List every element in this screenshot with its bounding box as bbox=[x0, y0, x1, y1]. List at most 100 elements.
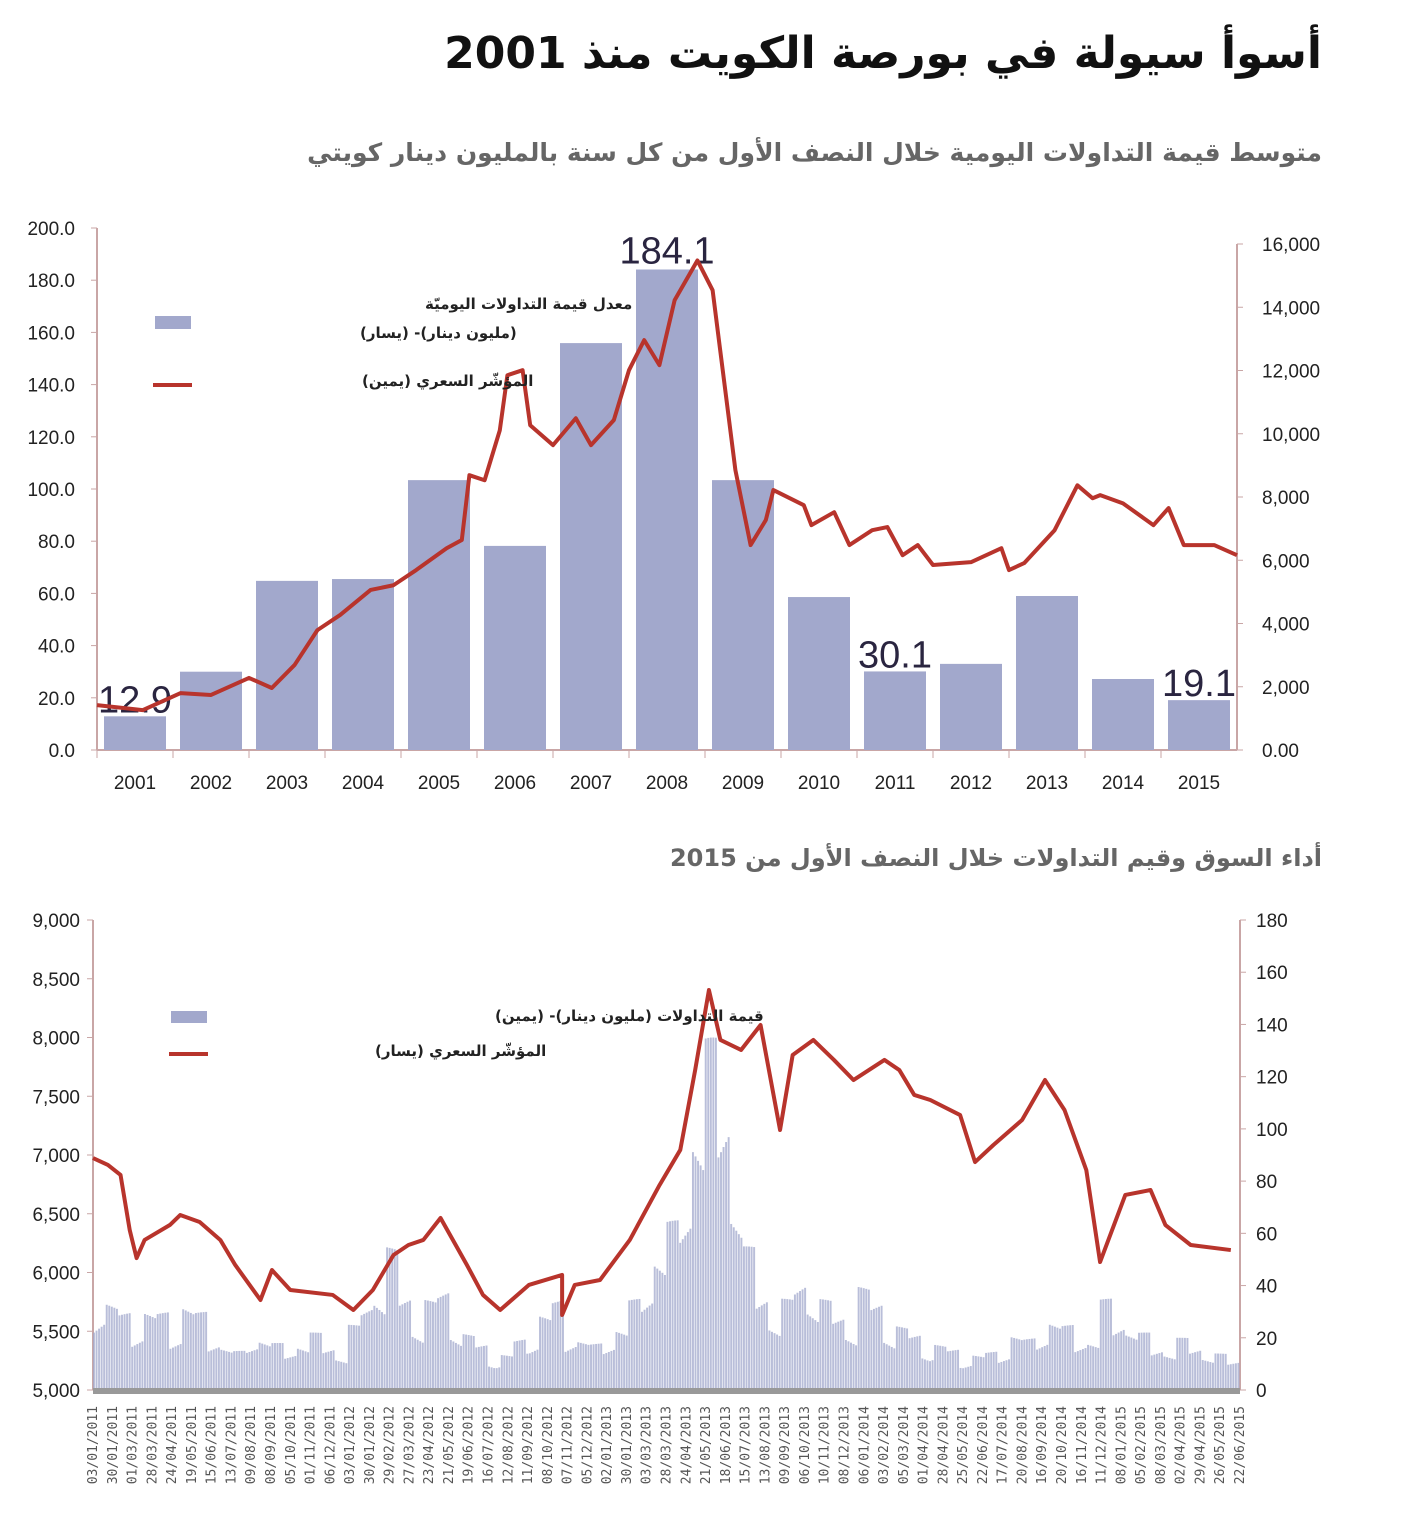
volume-bar bbox=[1069, 1325, 1072, 1390]
x-tick-label: 13/07/2011 bbox=[224, 1406, 239, 1484]
volume-bar bbox=[118, 1315, 121, 1390]
volume-bar bbox=[296, 1348, 299, 1390]
volume-bar bbox=[579, 1342, 582, 1390]
x-tick-label: 2012 bbox=[950, 773, 992, 794]
x-tick-label: 2006 bbox=[494, 773, 536, 794]
volume-bar bbox=[900, 1327, 903, 1390]
volume-bar bbox=[857, 1287, 860, 1390]
x-tick-label: 03/01/2012 bbox=[343, 1406, 358, 1484]
volume-bar bbox=[202, 1312, 205, 1390]
volume-bar bbox=[490, 1367, 493, 1390]
volume-bar bbox=[574, 1347, 577, 1390]
volume-bar bbox=[1046, 1344, 1049, 1390]
volume-bar bbox=[205, 1311, 208, 1390]
x-tick-label: 24/04/2013 bbox=[679, 1406, 694, 1484]
volume-bar bbox=[396, 1250, 399, 1390]
volume-bar bbox=[95, 1330, 98, 1390]
volume-bar bbox=[1087, 1344, 1090, 1390]
volume-bar bbox=[312, 1332, 315, 1390]
x-tick-label: 16/09/2014 bbox=[1035, 1406, 1050, 1484]
volume-bar bbox=[335, 1360, 338, 1390]
data-label-2011: 30.1 bbox=[858, 634, 932, 676]
legend-line-label: المؤشّر السعري (يمين) bbox=[362, 372, 533, 391]
volume-bar bbox=[449, 1340, 452, 1390]
volume-bar bbox=[957, 1349, 960, 1390]
volume-bar bbox=[1112, 1335, 1115, 1390]
volume-bar bbox=[184, 1310, 187, 1390]
volume-bar bbox=[447, 1293, 450, 1390]
x-tick-label: 22/06/2015 bbox=[1233, 1406, 1248, 1484]
volume-bar bbox=[266, 1345, 269, 1390]
volume-bar bbox=[1094, 1347, 1097, 1390]
volume-bar bbox=[972, 1355, 975, 1390]
volume-bar bbox=[941, 1346, 944, 1390]
volume-bar bbox=[658, 1270, 661, 1390]
volume-bar bbox=[936, 1345, 939, 1390]
volume-bar bbox=[1209, 1362, 1212, 1390]
volume-bar bbox=[480, 1346, 483, 1390]
volume-bar bbox=[1183, 1337, 1186, 1390]
x-tick-label: 20/10/2014 bbox=[1055, 1406, 1070, 1484]
volume-bar bbox=[944, 1346, 947, 1390]
volume-bar bbox=[811, 1318, 814, 1390]
volume-bar bbox=[411, 1336, 414, 1390]
annual-liquidity-chart: 0.0 20.0 40.0 60.0 80.0 100.0 120.0 140.0 160.0 1… bbox=[27, 219, 1320, 794]
volume-bar bbox=[350, 1324, 353, 1390]
x-tick-label: 30/01/2011 bbox=[106, 1406, 121, 1484]
volume-bar bbox=[765, 1302, 768, 1390]
volume-bar bbox=[235, 1351, 238, 1390]
volume-bar bbox=[516, 1340, 519, 1390]
volume-bar bbox=[699, 1165, 702, 1390]
volume-bar bbox=[551, 1303, 554, 1390]
left-tick-label: 8,500 bbox=[32, 970, 80, 991]
volume-bar bbox=[974, 1356, 977, 1390]
volume-bar bbox=[444, 1294, 447, 1390]
volume-bar bbox=[684, 1235, 687, 1390]
volume-bar bbox=[1071, 1325, 1074, 1390]
volume-bar bbox=[755, 1308, 758, 1390]
volume-bar bbox=[1127, 1336, 1130, 1390]
volume-bar bbox=[620, 1333, 623, 1390]
volume-bar bbox=[727, 1137, 730, 1390]
volume-bar bbox=[760, 1305, 763, 1390]
volume-bar bbox=[419, 1341, 422, 1390]
left-tick-label: 20.0 bbox=[38, 689, 75, 710]
volume-bar bbox=[1234, 1363, 1237, 1390]
volume-bar bbox=[793, 1294, 796, 1390]
volume-bar bbox=[327, 1351, 330, 1390]
left-tick-label: 60.0 bbox=[38, 584, 75, 605]
volume-bar bbox=[513, 1341, 516, 1390]
volume-bar bbox=[1138, 1332, 1140, 1390]
volume-bar bbox=[544, 1318, 547, 1390]
volume-bar bbox=[839, 1320, 842, 1390]
volume-bar bbox=[284, 1358, 287, 1390]
volume-bar bbox=[174, 1346, 177, 1390]
volume-bar bbox=[414, 1338, 417, 1390]
volume-bar bbox=[893, 1348, 896, 1390]
volume-bar bbox=[821, 1299, 824, 1390]
volume-bar bbox=[1043, 1346, 1046, 1390]
volume-bar bbox=[324, 1352, 327, 1390]
volume-bar bbox=[745, 1246, 748, 1390]
volume-bar bbox=[689, 1228, 692, 1390]
volume-bar bbox=[1160, 1352, 1163, 1390]
volume-bar bbox=[388, 1247, 391, 1390]
volume-bar bbox=[1168, 1357, 1171, 1390]
volume-bar bbox=[271, 1343, 274, 1390]
volume-bar bbox=[824, 1299, 827, 1390]
volume-bar bbox=[714, 1037, 717, 1390]
volume-bar bbox=[485, 1345, 488, 1390]
volume-bar bbox=[1076, 1351, 1079, 1390]
volume-bar bbox=[424, 1300, 427, 1390]
x-tick-label: 06/01/2014 bbox=[857, 1406, 872, 1484]
x-tick-label: 02/01/2013 bbox=[600, 1406, 615, 1484]
volume-bar bbox=[985, 1352, 988, 1390]
volume-bar bbox=[860, 1287, 863, 1390]
volume-bar bbox=[1224, 1353, 1227, 1390]
volume-bar bbox=[923, 1359, 926, 1390]
volume-bar bbox=[273, 1343, 276, 1390]
volume-bar bbox=[508, 1356, 511, 1390]
chart2-subtitle: أداء السوق وقيم التداولات خلال النصف الأ… bbox=[669, 844, 1322, 872]
volume-bar bbox=[796, 1292, 799, 1390]
